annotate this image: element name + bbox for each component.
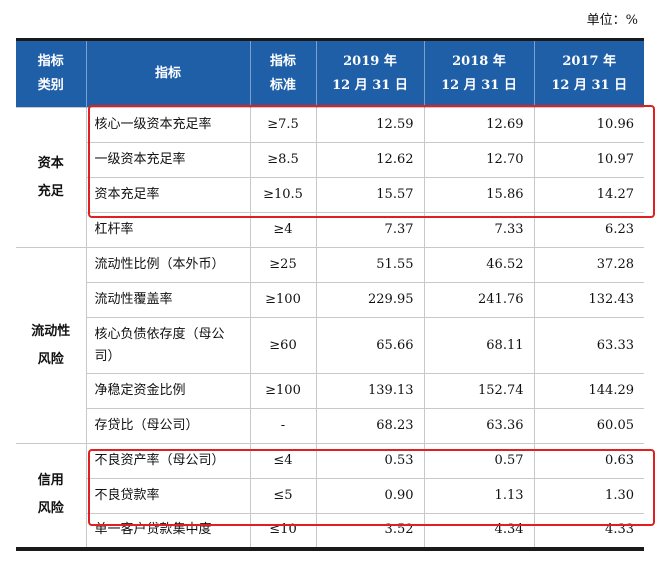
indicator-name: 一级资本充足率	[85, 142, 251, 178]
value-2018: 4.34	[423, 513, 535, 549]
value-2017: 63.33	[533, 317, 644, 374]
value-2017: 4.33	[533, 513, 644, 549]
table-row: 资本 充足 核心一级资本充足率 ≥7.5 12.59 12.69 10.96	[16, 107, 644, 248]
value-2018: 46.52	[423, 247, 535, 283]
value-2018: 0.57	[423, 443, 535, 479]
indicator-standard: ≥4	[249, 212, 317, 248]
group-capital-adequacy: 资本 充足	[16, 107, 87, 248]
value-2018: 68.11	[423, 317, 535, 374]
table-row: 信用 风险 不良资产率（母公司） ≤4 0.53 0.57 0.63	[16, 443, 644, 549]
indicator-standard: ≥25	[249, 247, 317, 283]
value-2018: 12.70	[423, 142, 535, 178]
value-2017: 10.97	[533, 142, 644, 178]
value-2017: 6.23	[533, 212, 644, 248]
indicator-name: 单一客户贷款集中度	[85, 513, 251, 549]
value-2019: 139.13	[315, 373, 425, 409]
value-2019: 15.57	[315, 177, 425, 213]
value-2019: 12.59	[315, 107, 425, 143]
table-row: 流动性 风险 流动性比例（本外币） ≥25 51.55 46.52 37.28	[16, 247, 644, 444]
indicator-standard: ≥10.5	[249, 177, 317, 213]
indicator-name: 不良资产率（母公司）	[85, 443, 251, 479]
value-2018: 152.74	[423, 373, 535, 409]
value-2019: 3.52	[315, 513, 425, 549]
table-row: 净稳定资金比例 ≥100 139.13 152.74 144.29	[16, 373, 644, 409]
table-row: 核心负债依存度（母公 司） ≥60 65.66 68.11 63.33	[16, 317, 644, 374]
value-2018: 1.13	[423, 478, 535, 514]
indicator-name: 不良贷款率	[85, 478, 251, 514]
indicator-name: 流动性比例（本外币）	[85, 247, 251, 283]
indicator-standard: ≤4	[249, 443, 317, 479]
regulatory-indicators-table: 指标 类别 指标 指标 标准 2019 年 12 月 31 日 2018 年 12 月 …	[16, 38, 644, 551]
table-row: 一级资本充足率 ≥8.5 12.62 12.70 10.97	[16, 142, 644, 178]
header-year-2019: 2019 年 12 月 31 日	[315, 39, 425, 108]
value-2019: 7.37	[315, 212, 425, 248]
value-2018: 7.33	[423, 212, 535, 248]
header-year-2018: 2018 年 12 月 31 日	[423, 39, 535, 108]
value-2019: 51.55	[315, 247, 425, 283]
value-2018: 15.86	[423, 177, 535, 213]
indicator-name: 杠杆率	[85, 212, 251, 248]
indicator-name: 资本充足率	[85, 177, 251, 213]
value-2019: 65.66	[315, 317, 425, 374]
indicator-standard: ≥100	[249, 373, 317, 409]
table-row: 不良贷款率 ≤5 0.90 1.13 1.30	[16, 478, 644, 514]
value-2018: 63.36	[423, 408, 535, 444]
table-row: 单一客户贷款集中度 ≤10 3.52 4.34 4.33	[16, 513, 644, 549]
indicator-standard: ≤5	[249, 478, 317, 514]
value-2017: 37.28	[533, 247, 644, 283]
value-2019: 68.23	[315, 408, 425, 444]
indicator-standard: ≥60	[249, 317, 317, 374]
header-category: 指标 类别	[16, 39, 87, 108]
value-2017: 132.43	[533, 282, 644, 318]
group-credit-risk: 信用 风险	[16, 443, 87, 549]
table-row: 流动性覆盖率 ≥100 229.95 241.76 132.43	[16, 282, 644, 318]
table-row: 资本充足率 ≥10.5 15.57 15.86 14.27	[16, 177, 644, 213]
value-2019: 0.53	[315, 443, 425, 479]
table-row: 存贷比（母公司） - 68.23 63.36 60.05	[16, 408, 644, 444]
indicator-standard: ≥8.5	[249, 142, 317, 178]
indicator-name: 净稳定资金比例	[85, 373, 251, 409]
value-2018: 12.69	[423, 107, 535, 143]
indicator-standard: -	[249, 408, 317, 444]
indicator-standard: ≥100	[249, 282, 317, 318]
header-standard: 指标 标准	[249, 39, 317, 108]
value-2017: 144.29	[533, 373, 644, 409]
indicator-name: 存贷比（母公司）	[85, 408, 251, 444]
indicator-name: 流动性覆盖率	[85, 282, 251, 318]
value-2018: 241.76	[423, 282, 535, 318]
value-2019: 229.95	[315, 282, 425, 318]
table-row: 杠杆率 ≥4 7.37 7.33 6.23	[16, 212, 644, 248]
value-2019: 0.90	[315, 478, 425, 514]
group-liquidity-risk: 流动性 风险	[16, 247, 87, 444]
header-row: 指标 类别 指标 指标 标准 2019 年 12 月 31 日 2018 年 12 月 …	[16, 39, 644, 108]
header-year-2017: 2017 年 12 月 31 日	[533, 39, 644, 108]
unit-label: 单位：%	[586, 13, 638, 28]
indicator-name: 核心负债依存度（母公 司）	[85, 317, 251, 374]
value-2017: 1.30	[533, 478, 644, 514]
value-2017: 10.96	[533, 107, 644, 143]
header-indicator: 指标	[85, 39, 251, 108]
value-2017: 60.05	[533, 408, 644, 444]
indicator-standard: ≥7.5	[249, 107, 317, 143]
indicator-standard: ≤10	[249, 513, 317, 549]
value-2019: 12.62	[315, 142, 425, 178]
value-2017: 14.27	[533, 177, 644, 213]
value-2017: 0.63	[533, 443, 644, 479]
indicator-name: 核心一级资本充足率	[85, 107, 251, 143]
